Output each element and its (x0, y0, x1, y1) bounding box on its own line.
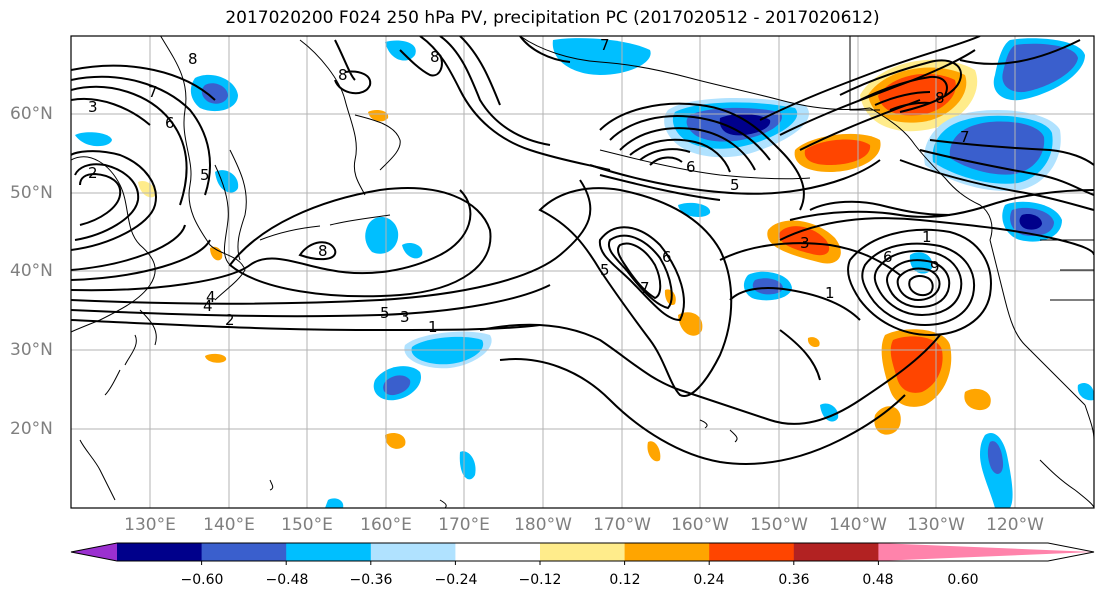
contour-label: 3 (400, 308, 410, 326)
contour-label: 5 (730, 176, 740, 194)
colorbar-ticks (201, 561, 879, 565)
lat-label: 30°N (10, 340, 53, 360)
colorbar-segment (793, 543, 879, 561)
colorbar-tick-label: −0.24 (434, 572, 478, 588)
colorbar-segment (286, 543, 372, 561)
colorbar-tick-label: −0.60 (180, 572, 224, 588)
colorbar (70, 542, 1095, 565)
contour-label: 7 (148, 83, 158, 101)
contour-label: 8 (188, 50, 198, 68)
contour-label: 8 (338, 66, 348, 84)
lon-label: 130°W (907, 515, 965, 535)
contour-label: 3 (88, 98, 98, 116)
contour-label: 6 (686, 158, 696, 176)
colorbar-segment (709, 543, 795, 561)
colorbar-tick-label: −0.12 (518, 572, 562, 588)
colorbar-segment (540, 543, 626, 561)
contour-label: 3 (800, 234, 810, 252)
contour-label: 4 (206, 288, 216, 306)
lon-label: 170°W (593, 515, 651, 535)
map-gridlines (71, 36, 1094, 508)
colorbar-tick-label: 0.60 (947, 572, 979, 588)
lat-label: 60°N (10, 104, 53, 124)
lon-label: 160°E (360, 515, 412, 535)
colorbar-extend-high (878, 543, 1094, 561)
contour-label: 6 (662, 248, 672, 266)
contour-label: 8 (935, 89, 945, 107)
map-frame-border (70, 35, 1095, 509)
contour-labels: 8 8 8 7 6 5 4 3 2 1 7 6 5 4 3 2 1 6 5 7 … (88, 36, 970, 336)
precip-positive-areas (138, 59, 991, 462)
contour-label: 4 (203, 297, 213, 315)
colorbar-tick-label: 0.24 (693, 572, 725, 588)
lon-label: 150°E (281, 515, 333, 535)
contour-label: 9 (930, 258, 940, 276)
colorbar-segment (455, 543, 541, 561)
colorbar-tick-label: 0.36 (778, 572, 810, 588)
contour-label: 1 (428, 318, 438, 336)
contour-label: 6 (883, 248, 893, 266)
colorbar-tick-label: 0.12 (609, 572, 641, 588)
colorbar-segment (201, 543, 287, 561)
lon-label: 140°W (829, 515, 887, 535)
coastlines (71, 36, 1094, 508)
lat-label: 20°N (10, 419, 53, 439)
contour-label: 2 (88, 164, 98, 182)
pv-contours (71, 36, 1094, 465)
lon-label: 180°W (514, 515, 572, 535)
contour-label: 2 (225, 311, 235, 329)
contour-label: 7 (600, 36, 610, 54)
map-title: 2017020200 F024 250 hPa PV, precipitatio… (225, 8, 880, 28)
lat-label: 40°N (10, 261, 53, 281)
lon-label: 160°W (671, 515, 729, 535)
lon-label: 140°E (203, 515, 255, 535)
contour-label: 5 (600, 261, 610, 279)
contour-label: 8 (430, 48, 440, 66)
colorbar-tick-label: 0.48 (862, 572, 894, 588)
lon-label: 120°W (986, 515, 1044, 535)
lat-label: 50°N (10, 183, 53, 203)
colorbar-segment (370, 543, 456, 561)
contour-label: 1 (825, 284, 835, 302)
lon-label: 170°E (438, 515, 490, 535)
contour-label: 5 (380, 304, 390, 322)
colorbar-segment (624, 543, 710, 561)
contour-label: 8 (318, 242, 328, 260)
contour-label: 7 (640, 279, 650, 297)
contour-label: 6 (165, 114, 175, 132)
contour-label: 5 (200, 166, 210, 184)
colorbar-tick-label: −0.48 (265, 572, 309, 588)
contour-label: 7 (960, 128, 970, 146)
lon-label: 130°E (124, 515, 176, 535)
colorbar-extend-low (71, 543, 117, 561)
lon-label: 150°W (750, 515, 808, 535)
colorbar-tick-label: −0.36 (349, 572, 393, 588)
contour-label: 1 (922, 228, 932, 246)
colorbar-outline (70, 542, 1095, 562)
colorbar-segment (117, 543, 203, 561)
colorbar-segments (71, 543, 1094, 561)
